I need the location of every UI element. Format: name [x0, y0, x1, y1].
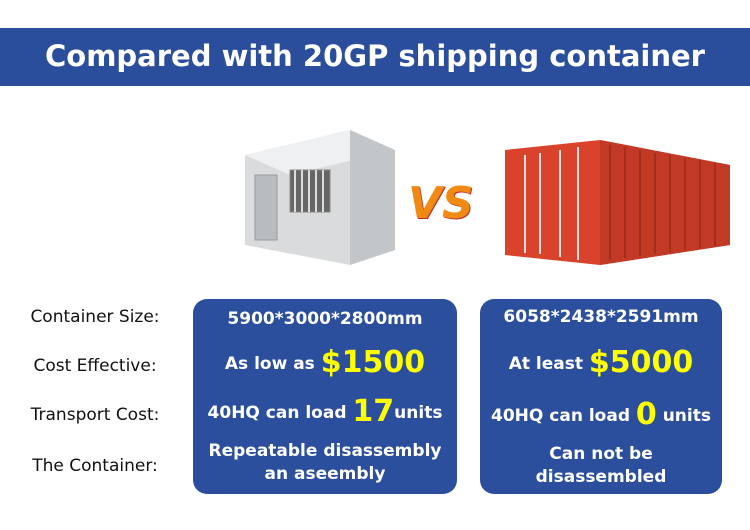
container-line-1: Repeatable disassembly: [208, 441, 442, 461]
cost-value: $5000: [588, 345, 694, 380]
cost-prefix: At least: [508, 354, 589, 374]
cost-row: As low as $1500: [193, 348, 457, 378]
title-banner: Compared with 20GP shipping container: [0, 28, 750, 86]
transport-suffix: units: [656, 406, 711, 426]
foldable-container-image: [245, 130, 395, 265]
cost-prefix: As low as: [224, 354, 321, 374]
size-value: 5900*3000*2800mm: [227, 309, 423, 329]
shipping-container-panel: 6058*2438*2591mm At least $5000 40HQ can…: [480, 299, 722, 494]
cost-row: At least $5000: [480, 348, 722, 378]
label-the-container: The Container:: [32, 456, 158, 476]
transport-prefix: 40HQ can load: [491, 406, 636, 426]
foldable-container-panel: 5900*3000*2800mm As low as $1500 40HQ ca…: [193, 299, 457, 494]
label-container-size: Container Size:: [30, 307, 160, 327]
transport-row: 40HQ can load 17units: [193, 397, 457, 427]
container-line-2: an aseembly: [264, 464, 386, 484]
vs-text: VS: [408, 178, 474, 229]
size-value: 6058*2438*2591mm: [503, 307, 699, 327]
transport-value: 0: [635, 397, 657, 432]
container-line-1: Can not be: [549, 444, 653, 464]
label-transport-cost: Transport Cost:: [30, 405, 160, 425]
cost-value: $1500: [320, 345, 426, 380]
container-line-2: disassembled: [535, 467, 667, 487]
transport-row: 40HQ can load 0 units: [480, 400, 722, 430]
transport-prefix: 40HQ can load: [207, 403, 353, 423]
transport-suffix: units: [394, 403, 443, 423]
shipping-container-image: [505, 140, 730, 265]
transport-value: 17: [352, 394, 395, 429]
label-cost-effective: Cost Effective:: [33, 356, 157, 376]
